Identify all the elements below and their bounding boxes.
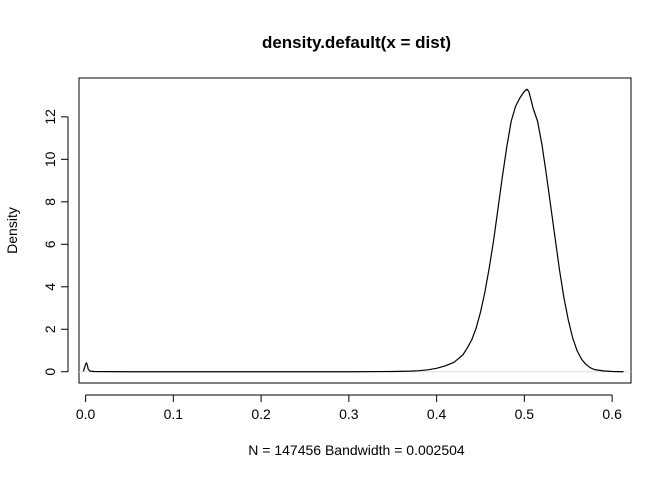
x-tick-label: 0.0 bbox=[76, 406, 96, 422]
y-tick-label: 10 bbox=[42, 151, 58, 167]
plot-frame bbox=[78, 77, 632, 384]
x-tick-label: 0.3 bbox=[339, 406, 359, 422]
y-tick-label: 0 bbox=[42, 368, 58, 376]
x-tick-label: 0.5 bbox=[515, 406, 535, 422]
y-tick-label: 8 bbox=[42, 198, 58, 206]
density-line bbox=[82, 88, 624, 373]
x-tick-label: 0.6 bbox=[602, 406, 622, 422]
y-tick-label: 6 bbox=[42, 240, 58, 248]
x-tick-label: 0.2 bbox=[251, 406, 271, 422]
x-axis-label: N = 147456 Bandwidth = 0.002504 bbox=[248, 442, 465, 458]
y-tick-label: 2 bbox=[42, 325, 58, 333]
density-series bbox=[82, 88, 624, 373]
x-tick-label: 0.4 bbox=[427, 406, 447, 422]
y-axis-label: Density bbox=[4, 207, 20, 254]
x-axis: 0.0 0.1 0.2 0.3 0.4 0.5 0.6 bbox=[76, 394, 622, 422]
x-tick-label: 0.1 bbox=[164, 406, 184, 422]
chart-title: density.default(x = dist) bbox=[262, 33, 451, 52]
y-tick-label: 4 bbox=[42, 283, 58, 291]
y-tick-label: 12 bbox=[42, 109, 58, 125]
y-axis: 0 2 4 6 8 10 12 bbox=[42, 109, 69, 376]
